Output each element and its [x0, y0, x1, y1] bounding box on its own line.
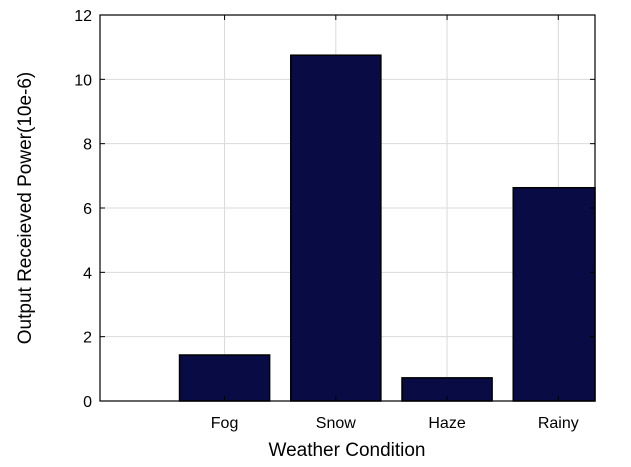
x-tick-label: Fog: [211, 415, 239, 432]
y-tick-labels: 0 2 4 6 8 10 12: [74, 8, 92, 411]
plot-frame: [99, 14, 596, 402]
x-tick-labels: Fog Snow Haze Rainy: [211, 415, 579, 432]
y-axis-label: Output Receieved Power(10e-6): [15, 72, 36, 344]
y-tick-label: 2: [83, 330, 92, 347]
bar-rainy: [512, 186, 596, 402]
y-tick-label: 8: [83, 137, 92, 154]
x-axis-label: Weather Condition: [268, 440, 425, 461]
bars: [178, 54, 596, 402]
bar-fog: [178, 354, 271, 402]
x-tick-label: Haze: [428, 415, 465, 432]
plot-border: [99, 14, 596, 402]
y-tick-label: 12: [74, 8, 92, 25]
bar-snow: [290, 54, 382, 402]
x-tick-label: Rainy: [538, 415, 579, 432]
y-tick-label: 0: [83, 394, 92, 411]
y-tick-label: 4: [83, 265, 92, 282]
y-tick-label: 6: [83, 201, 92, 218]
x-tick-label: Snow: [316, 415, 356, 432]
y-tick-label: 10: [74, 72, 92, 89]
